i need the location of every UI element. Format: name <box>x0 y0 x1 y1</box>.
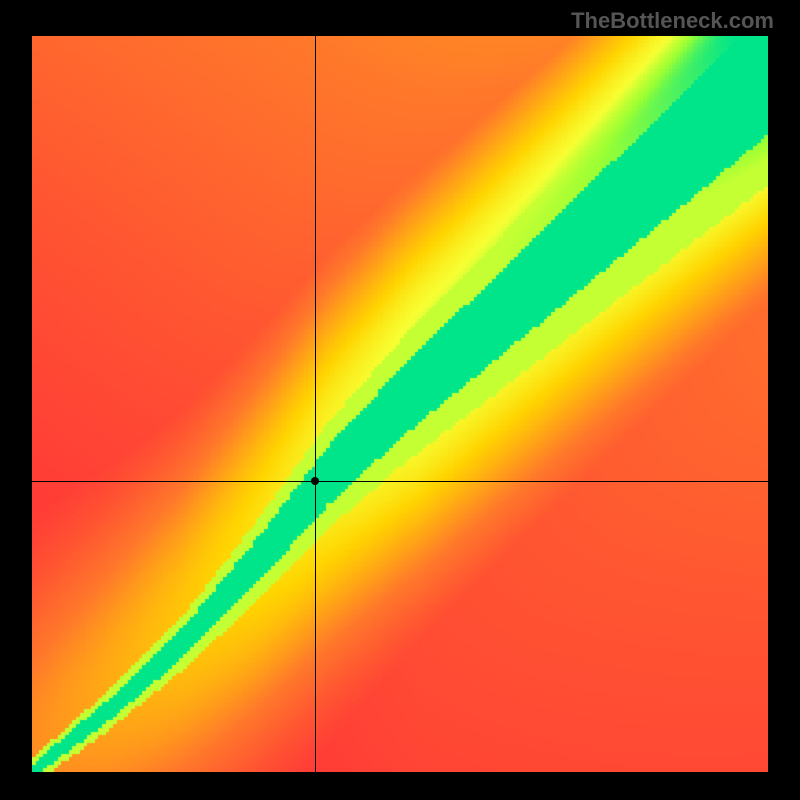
heatmap-canvas <box>32 36 768 772</box>
crosshair-marker <box>311 477 319 485</box>
crosshair-horizontal <box>32 481 768 482</box>
chart-container: TheBottleneck.com <box>0 0 800 800</box>
plot-area <box>32 36 768 772</box>
crosshair-vertical <box>315 36 316 772</box>
watermark-text: TheBottleneck.com <box>571 8 774 34</box>
